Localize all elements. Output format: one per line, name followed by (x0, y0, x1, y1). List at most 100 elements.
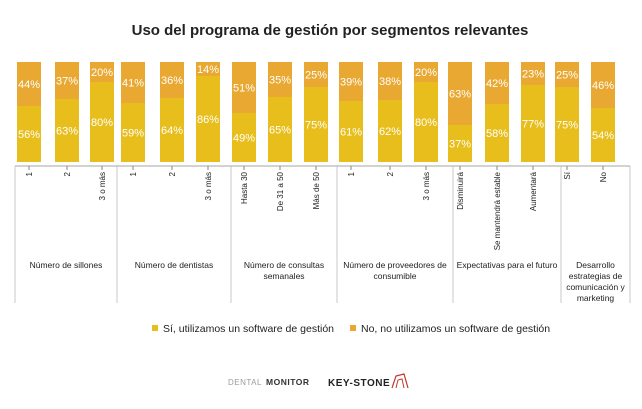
category-label-5: 3 o más (204, 172, 213, 200)
category-label-3: 1 (129, 171, 138, 176)
category-label-4: 2 (168, 171, 177, 176)
category-label-0: 1 (25, 171, 34, 176)
category-label-13: Se mantendrá estable (493, 171, 502, 250)
label-no-1: 37% (56, 76, 78, 88)
label-no-6: 51% (233, 83, 255, 95)
bar-no-12 (448, 62, 472, 125)
label-yes-12: 37% (449, 139, 471, 151)
label-no-3: 41% (122, 78, 144, 90)
bar-yes-16 (591, 108, 615, 162)
legend-label-0: Sí, utilizamos un software de gestión (163, 323, 334, 335)
label-yes-5: 86% (197, 114, 219, 126)
legend-swatch-1 (350, 325, 356, 331)
bar-no-4 (160, 62, 184, 98)
legend: Sí, utilizamos un software de gestión No,… (152, 323, 550, 335)
bar-yes-14 (521, 85, 545, 162)
bar-yes-8 (304, 87, 328, 162)
label-no-15: 25% (556, 70, 578, 82)
bar-no-15 (555, 62, 579, 87)
category-label-9: 1 (347, 171, 356, 176)
label-no-10: 38% (379, 76, 401, 88)
bar-no-14 (521, 62, 545, 85)
category-label-16: No (599, 171, 608, 182)
label-no-13: 42% (486, 78, 508, 90)
group-label-0: Número de sillones (30, 260, 103, 270)
category-label-15: Sí (563, 171, 572, 179)
category-label-11: 3 o más (422, 172, 431, 200)
bar-no-8 (304, 62, 328, 87)
keystone-arch-icon (391, 373, 409, 389)
label-no-16: 46% (592, 80, 614, 92)
label-yes-15: 75% (556, 120, 578, 132)
label-yes-6: 49% (233, 133, 255, 145)
bar-no-1 (55, 62, 79, 99)
bar-no-7 (268, 62, 292, 97)
bar-no-10 (378, 62, 402, 100)
group-label-4: Expectativas para el futuro (457, 260, 558, 270)
category-label-6: Hasta 30 (240, 171, 249, 204)
category-label-12: Disminuirá (456, 171, 465, 209)
label-yes-10: 62% (379, 126, 401, 138)
label-yes-8: 75% (305, 120, 327, 132)
category-label-1: 2 (63, 171, 72, 176)
group-label-1: Número de dentistas (135, 260, 213, 270)
bar-no-2 (90, 62, 114, 82)
group-separators (14, 165, 631, 303)
label-no-7: 35% (269, 75, 291, 87)
category-label-2: 3 o más (98, 172, 107, 200)
label-yes-0: 56% (18, 129, 40, 141)
label-no-8: 25% (305, 70, 327, 82)
logo-keystone-text: KEY-STONE (328, 378, 390, 389)
logo-monitor-text: MONITOR (266, 377, 309, 387)
bar-no-3 (121, 62, 145, 103)
category-labels: 1 2 3 o más 1 2 3 o más Hasta 30 De 31 a 50 Más … (25, 166, 608, 250)
category-label-7: De 31 a 50 (276, 171, 285, 211)
label-no-14: 23% (522, 69, 544, 81)
label-no-4: 36% (161, 75, 183, 87)
bar-no-6 (232, 62, 256, 113)
bar-yes-0 (17, 106, 41, 162)
label-yes-9: 61% (340, 127, 362, 139)
group-label-2: Número de consultas semanales (244, 260, 324, 281)
bar-yes-9 (339, 101, 363, 162)
bar-yes-7 (268, 97, 292, 162)
label-yes-3: 59% (122, 128, 144, 140)
bar-yes-13 (485, 104, 509, 162)
footer-logos: DENTAL MONITOR KEY-STONE (228, 373, 409, 389)
label-yes-11: 80% (415, 117, 437, 129)
bar-yes-10 (378, 100, 402, 162)
chart-title: Uso del programa de gestión por segmento… (132, 22, 529, 39)
label-no-12: 63% (449, 89, 471, 101)
bar-yes-6 (232, 113, 256, 162)
label-no-5: 14% (197, 64, 219, 76)
bar-no-16 (591, 62, 615, 108)
bars-layer: 56% 44% 63% 37% 80% 20% 59% 41% 64% 36% 86% 14% 49% 5… (17, 62, 615, 162)
label-yes-13: 58% (486, 128, 508, 140)
label-yes-14: 77% (522, 119, 544, 131)
label-no-11: 20% (415, 67, 437, 79)
bar-yes-11 (414, 82, 438, 162)
bar-yes-12 (448, 125, 472, 162)
bar-yes-4 (160, 98, 184, 162)
label-no-2: 20% (91, 67, 113, 79)
label-no-0: 44% (18, 79, 40, 91)
group-label-5: Desarrollo estrategias de comunicación y ma… (566, 260, 625, 303)
bar-yes-15 (555, 87, 579, 162)
bar-yes-1 (55, 99, 79, 162)
group-labels: Número de sillones Número de dentistas Núm… (30, 260, 626, 303)
bar-no-11 (414, 62, 438, 82)
category-label-10: 2 (386, 171, 395, 176)
category-label-8: Más de 50 (312, 171, 321, 209)
label-yes-4: 64% (161, 125, 183, 137)
label-yes-16: 54% (592, 130, 614, 142)
category-label-14: Aumentará (529, 171, 538, 211)
bar-yes-5 (196, 76, 220, 162)
bar-no-13 (485, 62, 509, 104)
label-yes-7: 65% (269, 125, 291, 137)
label-yes-2: 80% (91, 117, 113, 129)
label-yes-1: 63% (56, 126, 78, 138)
legend-swatch-0 (152, 325, 158, 331)
legend-label-1: No, no utilizamos un software de gestión (361, 323, 550, 335)
logo-dental-text: DENTAL (228, 378, 262, 387)
